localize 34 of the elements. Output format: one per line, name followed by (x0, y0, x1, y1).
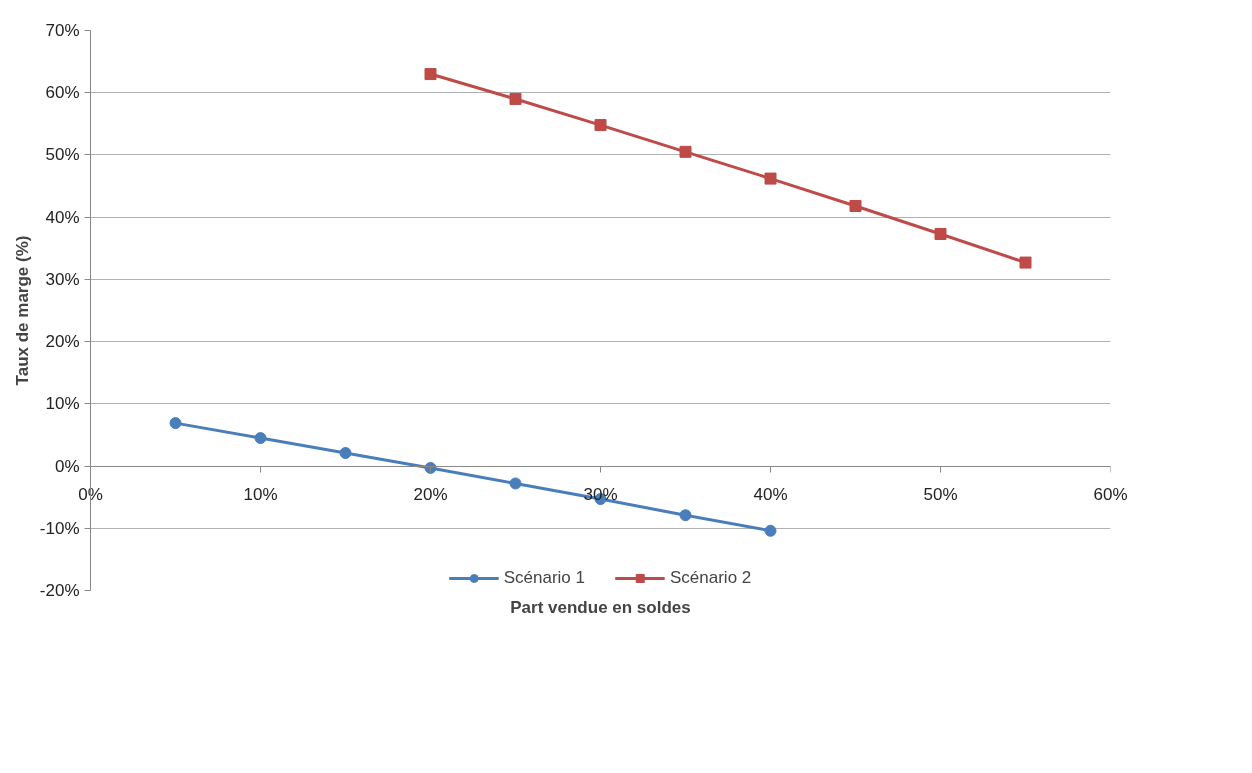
y-tick-label: -20% (39, 581, 80, 600)
y-tick-label: 70% (45, 21, 80, 40)
y-axis-title: Taux de marge (%) (12, 235, 32, 386)
y-tick-label: 60% (45, 83, 80, 103)
point (679, 509, 692, 522)
point (934, 227, 947, 240)
x-tick-label: 40% (753, 484, 788, 504)
x-tick-label: 0% (78, 484, 103, 504)
y-tick-label: 0% (54, 456, 80, 476)
legend-label: Scénario 2 (670, 568, 752, 588)
y-tick-label: -10% (39, 518, 80, 538)
x-tick-label: 50% (923, 484, 958, 504)
point (169, 417, 182, 430)
point (1019, 256, 1032, 269)
y-tick-label: 40% (45, 207, 80, 227)
point (764, 172, 777, 185)
point (849, 199, 862, 212)
point (254, 432, 267, 445)
y-tick-label: 20% (45, 332, 80, 352)
y-tick-label: 50% (45, 145, 80, 165)
point (679, 145, 692, 158)
x-tick-label: 20% (413, 484, 448, 504)
legend-label: Scénario 1 (503, 568, 585, 588)
y-tick-label: 30% (45, 269, 80, 289)
point (764, 524, 777, 537)
point (594, 119, 607, 132)
x-tick-label: 10% (243, 484, 278, 504)
x-axis-title: Part vendue en soldes (510, 597, 691, 617)
point (509, 92, 522, 105)
point (424, 68, 437, 81)
x-tick-label: 60% (1093, 484, 1128, 504)
point (509, 477, 522, 490)
point (339, 447, 352, 459)
y-tick-label: 10% (45, 394, 80, 414)
